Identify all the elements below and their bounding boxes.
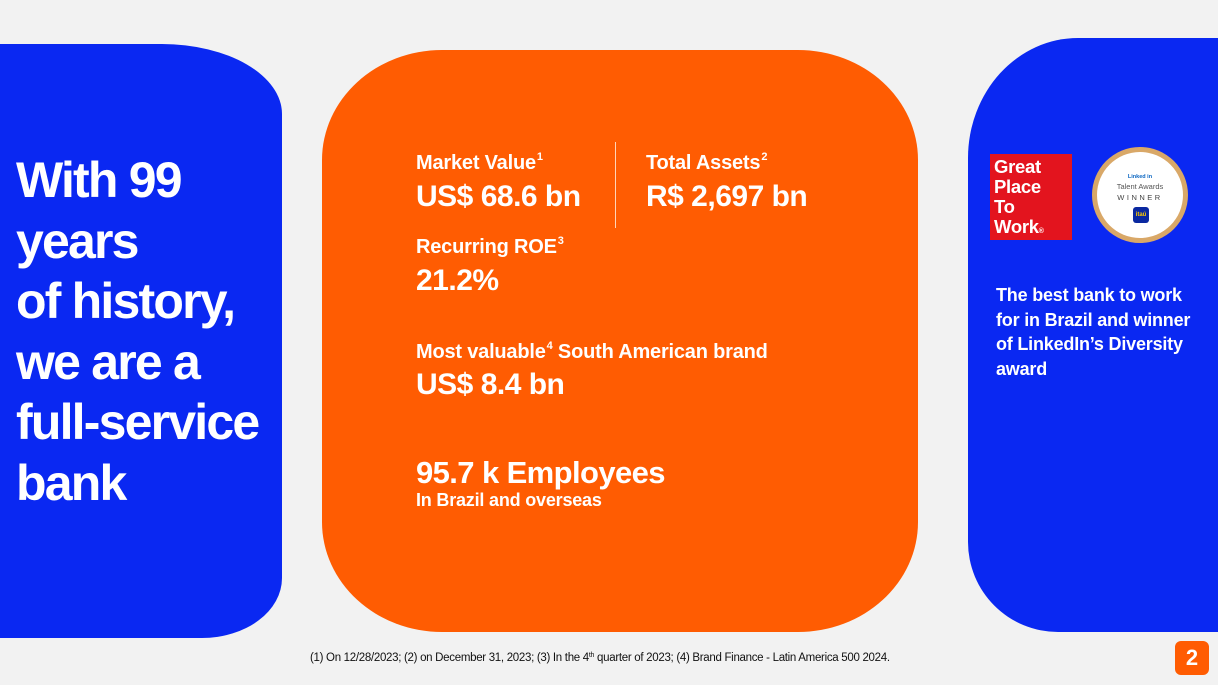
award-badge-inner: Linked in Talent Awards WINNER itaú [1097, 152, 1183, 238]
gptw-line-2: Place [994, 176, 1041, 197]
right-blue-panel [968, 38, 1218, 632]
headline-line-4: we are a [16, 333, 201, 390]
total-assets-footnote-ref: 2 [761, 151, 768, 163]
linkedin-talent-award-badge: Linked in Talent Awards WINNER itaú [1092, 147, 1188, 243]
brand-label: Most valuable4 South American brand [416, 340, 768, 363]
left-blue-panel [0, 44, 282, 638]
page-number-badge: 2 [1175, 641, 1209, 675]
linkedin-logo: Linked in [1127, 174, 1153, 180]
total-assets-label: Total Assets2 [646, 151, 768, 174]
footnote: (1) On 12/28/2023; (2) on December 31, 2… [310, 652, 890, 664]
market-value-label: Market Value1 [416, 151, 543, 174]
total-assets-value: R$ 2,697 bn [646, 180, 808, 213]
market-value-footnote-ref: 1 [536, 151, 543, 163]
brand-footnote-ref: 4 [546, 340, 553, 352]
award-winner-text: WINNER [1117, 193, 1163, 202]
employees-value: 95.7 k Employees [416, 455, 665, 490]
recurring-roe-label: Recurring ROE3 [416, 235, 564, 258]
gptw-registered-mark: ® [1038, 228, 1044, 235]
headline-line-2: years [16, 212, 140, 269]
recurring-roe-value: 21.2% [416, 264, 499, 297]
gptw-line-1: Great [994, 156, 1041, 177]
award-caption: The best bank to work for in Brazil and … [996, 285, 1191, 379]
headline: With 99 years of history, we are a full-… [16, 150, 286, 513]
headline-line-3: of history, [16, 273, 236, 329]
headline-line-6: bank [16, 454, 127, 511]
center-orange-panel [322, 50, 918, 632]
headline-line-1: With 99 [16, 152, 183, 208]
market-value: US$ 68.6 bn [416, 180, 581, 213]
headline-line-5: full-service [16, 394, 260, 450]
metric-divider [615, 142, 616, 228]
award-title: Talent Awards [1116, 182, 1164, 191]
gptw-line-3: To [994, 196, 1015, 217]
itau-logo-icon: itaú [1133, 207, 1149, 223]
recurring-roe-footnote-ref: 3 [557, 235, 564, 247]
employees-subtitle: In Brazil and overseas [416, 490, 602, 510]
brand-value: US$ 8.4 bn [416, 368, 565, 401]
gptw-line-4: Work® [994, 216, 1044, 237]
great-place-to-work-logo: Great Place To Work® [990, 154, 1072, 240]
